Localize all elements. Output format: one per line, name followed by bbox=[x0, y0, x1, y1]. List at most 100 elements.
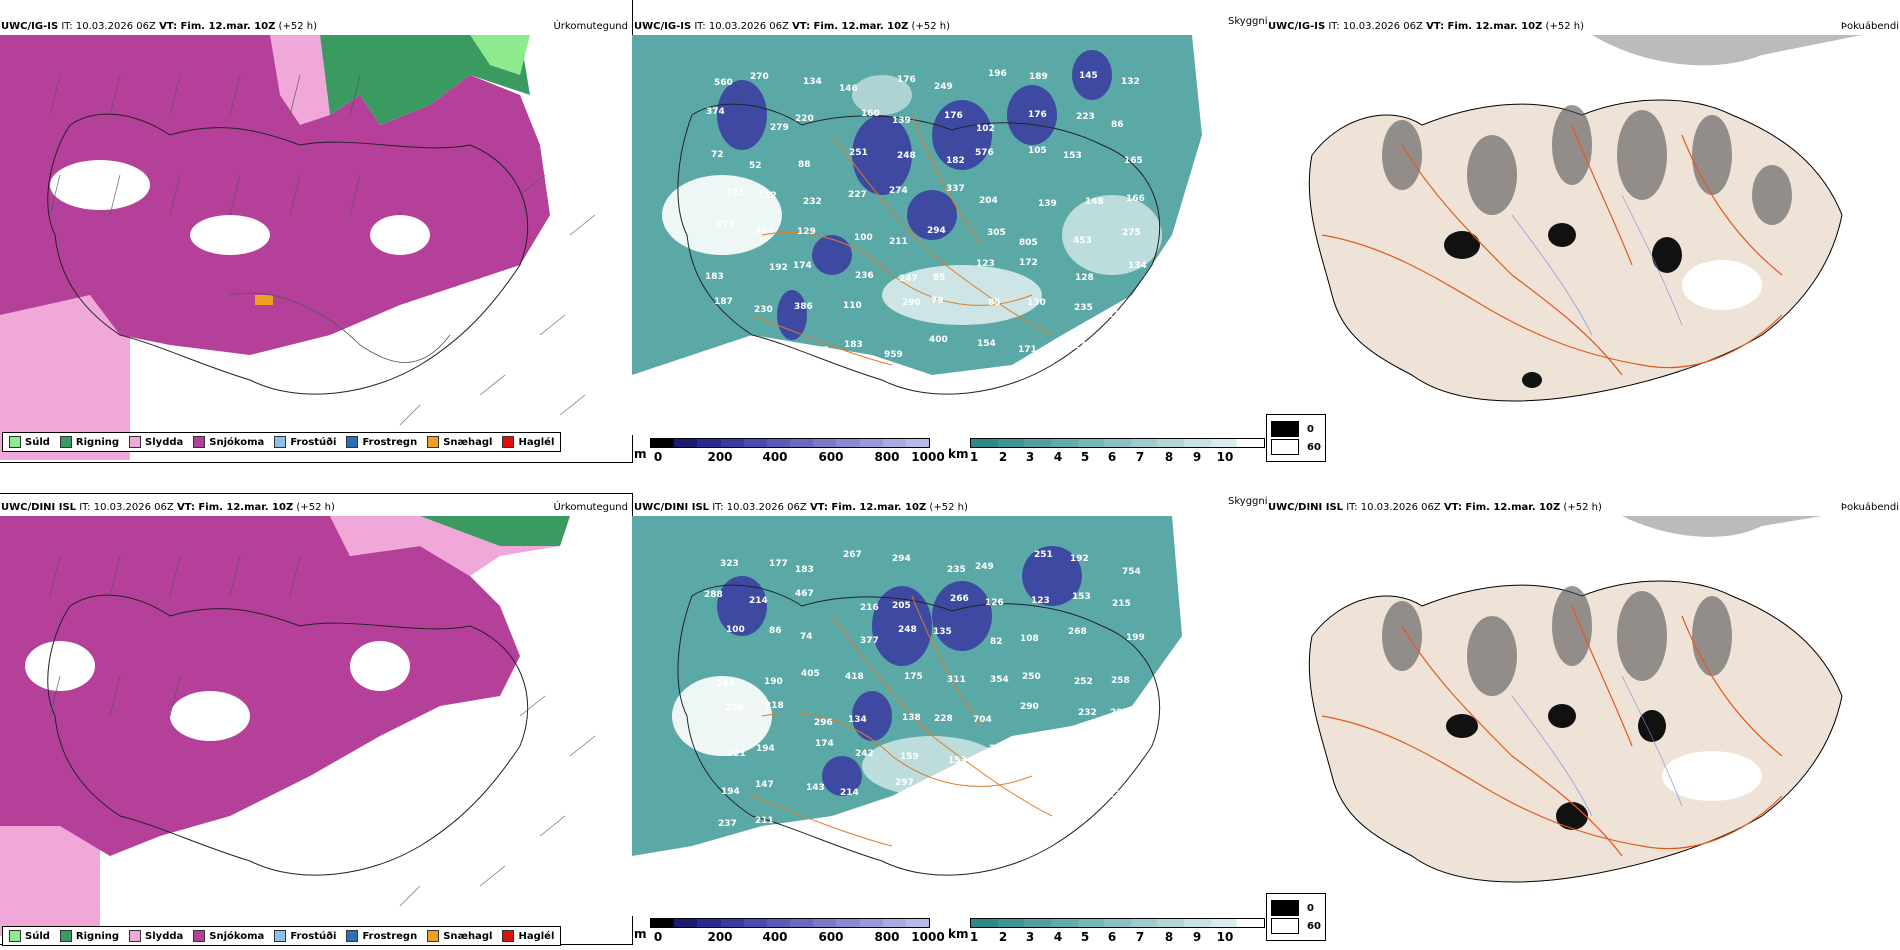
legend-swatch bbox=[129, 436, 142, 448]
cloud-base-label: 249 bbox=[934, 82, 953, 92]
colorbar-tick: 9 bbox=[1192, 930, 1202, 944]
cloud-base-label: 159 bbox=[900, 752, 919, 762]
cloud-base-label: 227 bbox=[848, 190, 867, 200]
colorbar-unit: m bbox=[634, 447, 647, 461]
cloud-base-label: 190 bbox=[764, 677, 783, 687]
fog-swatch bbox=[1271, 439, 1299, 455]
cloud-base-label: 274 bbox=[889, 186, 908, 196]
panel-header: UWC/IG-IS IT: 10.03.2026 06Z VT: Fim. 12… bbox=[1, 21, 317, 32]
colorbar-tick: 800 bbox=[874, 930, 900, 944]
cloud-base-label: 467 bbox=[795, 589, 814, 599]
legend-item-hail: Haglél bbox=[502, 930, 554, 942]
legend-swatch bbox=[427, 436, 440, 448]
cloud-base-label: 79 bbox=[931, 296, 944, 306]
cloud-base-label: 251 bbox=[849, 148, 868, 158]
colorbar-tick: 1000 bbox=[911, 930, 945, 944]
cloud-panel-top: UWC/IG-IS IT: 10.03.2026 06Z VT: Fim. 12… bbox=[632, 0, 1268, 464]
cloud-base-label: 52 bbox=[749, 161, 762, 171]
panel-header: UWC/IG-IS IT: 10.03.2026 06Z VT: Fim. 12… bbox=[634, 21, 950, 32]
cloud-base-label: 959 bbox=[884, 350, 903, 360]
panel-title: Úrkomutegund bbox=[553, 502, 628, 513]
cloud-base-label: 270 bbox=[750, 72, 769, 82]
fog-legend-item: 60 bbox=[1271, 439, 1321, 455]
legend-item-snow-pellets: Snæhagl bbox=[427, 930, 492, 942]
colorbar-unit: km bbox=[948, 927, 969, 941]
legend-swatch bbox=[9, 930, 21, 942]
cloud-base-label: 232 bbox=[803, 197, 822, 207]
panel-header: UWC/DINI ISL IT: 10.03.2026 06Z VT: Fim.… bbox=[634, 502, 968, 513]
cloud-base-label: 194 bbox=[756, 744, 775, 754]
cloud-base-label: 228 bbox=[934, 714, 953, 724]
cloud-base-label: 205 bbox=[892, 601, 911, 611]
fog-swatch bbox=[1271, 918, 1299, 934]
cloud-base-label: 138 bbox=[902, 713, 921, 723]
colorbar-tick: 4 bbox=[1053, 930, 1063, 944]
colorbar-tick: 8 bbox=[1164, 930, 1174, 944]
cloud-base-label: 88 bbox=[798, 160, 811, 170]
legend-swatch bbox=[427, 930, 440, 942]
colorbar-bar bbox=[650, 918, 930, 928]
cloud-base-label: 453 bbox=[1073, 236, 1092, 246]
cloud-base-label: 405 bbox=[801, 669, 820, 679]
cloud-base-label: 139 bbox=[1038, 199, 1057, 209]
cloud-base-label: 176 bbox=[1028, 110, 1047, 120]
cloud-base-label: 337 bbox=[946, 184, 965, 194]
cloud-base-label: 85 bbox=[988, 298, 1001, 308]
legend-swatch bbox=[9, 436, 21, 448]
cloud-base-label: 305 bbox=[987, 228, 1006, 238]
cloud-panel-bottom: UWC/DINI ISL IT: 10.03.2026 06Z VT: Fim.… bbox=[632, 494, 1268, 944]
legend-item-snow: Snjókoma bbox=[193, 930, 264, 942]
colorbar-bar bbox=[970, 438, 1265, 448]
cloud-base-label: 134 bbox=[848, 715, 867, 725]
legend-item-freezing-drizzle: Frostúði bbox=[274, 930, 336, 942]
cloud-base-label: 221 bbox=[727, 749, 746, 759]
cloud-base-label: 134 bbox=[803, 77, 822, 87]
cloud-base-label: 146 bbox=[839, 84, 858, 94]
colorbar-ticks: 1 2 3 4 5 6 7 8 9 10 bbox=[970, 448, 1265, 464]
cloud-base-label: 145 bbox=[1079, 71, 1098, 81]
panel-title: Þokuábendi bbox=[1840, 502, 1899, 513]
legend-swatch bbox=[502, 930, 515, 942]
cloud-base-label: 172 bbox=[1019, 258, 1038, 268]
cloud-base-label: 192 bbox=[769, 263, 788, 273]
panel-header: UWC/DINI ISL IT: 10.03.2026 06Z VT: Fim.… bbox=[1, 502, 335, 513]
cloud-base-label: 108 bbox=[1020, 634, 1039, 644]
cloud-map: 560 270 134 146 176 249 196 189 145 132 374 279 220 1… bbox=[632, 35, 1222, 435]
legend-item-rain: Rigning bbox=[59, 930, 119, 942]
cloud-base-label: 377 bbox=[860, 636, 879, 646]
fog-legend-item: 60 bbox=[1271, 918, 1321, 934]
colorbar-tick: 7 bbox=[1135, 450, 1145, 464]
cloud-base-label: 192 bbox=[713, 347, 732, 357]
cloud-base-label: 160 bbox=[861, 109, 880, 119]
cloud-base-label: 153 bbox=[1063, 151, 1082, 161]
panel-title: Úrkomutegund bbox=[553, 21, 628, 32]
cloud-base-label: 139 bbox=[892, 116, 911, 126]
cloud-base-label: 128 bbox=[1075, 273, 1094, 283]
cloud-base-label: 135 bbox=[933, 627, 952, 637]
cloud-base-label: 85 bbox=[933, 273, 946, 283]
legend-swatch bbox=[502, 436, 515, 448]
panel-title: Skyggni bbox=[1228, 496, 1268, 507]
cloud-base-label: 110 bbox=[843, 301, 862, 311]
cloud-base-label: 123 bbox=[1031, 596, 1050, 606]
cloud-base-label: 100 bbox=[854, 233, 873, 243]
colorbar-tick: 10 bbox=[1216, 930, 1234, 944]
cloud-base-label: 354 bbox=[990, 675, 1009, 685]
colorbar-tick: 6 bbox=[1107, 930, 1117, 944]
cloud-base-label: 275 bbox=[1122, 228, 1141, 238]
legend-item-snow-pellets: Snæhagl bbox=[427, 436, 492, 448]
legend-item-drizzle: Súld bbox=[9, 436, 50, 448]
cloud-base-label: 251 bbox=[1034, 550, 1053, 560]
cloud-base-label: 86 bbox=[769, 626, 782, 636]
legend-item-rain: Rigning bbox=[59, 436, 119, 448]
ptype-panel-top: UWC/IG-IS IT: 10.03.2026 06Z VT: Fim. 12… bbox=[0, 0, 633, 463]
cloud-base-label: 216 bbox=[860, 603, 879, 613]
cloud-base-label: 244 bbox=[716, 679, 735, 689]
cloud-base-label: 148 bbox=[1085, 197, 1104, 207]
cloud-base-label: 82 bbox=[990, 637, 1003, 647]
fog-map bbox=[1262, 516, 1882, 916]
cloud-base-label: 174 bbox=[815, 739, 834, 749]
legend-item-snow: Snjókoma bbox=[193, 436, 264, 448]
cloud-base-label: 177 bbox=[755, 351, 774, 361]
ptype-legend: Súld Rigning Slydda Snjókoma Frostúði Fr… bbox=[2, 432, 562, 452]
